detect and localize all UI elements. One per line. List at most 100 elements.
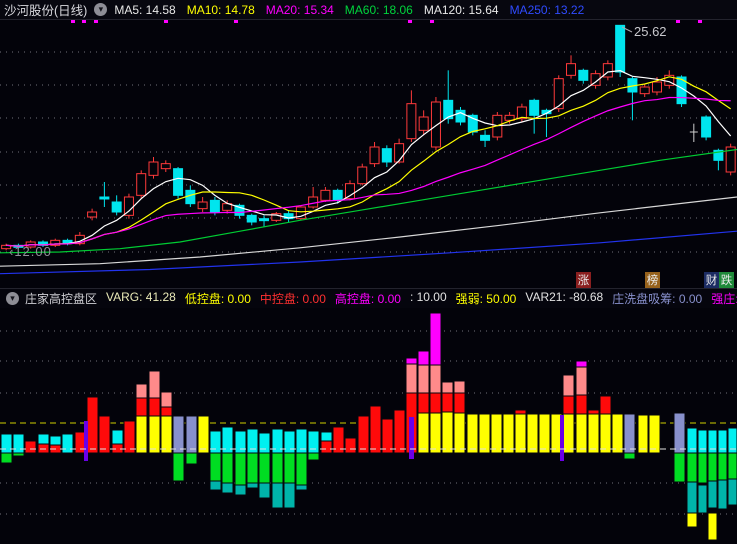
histogram-bar-segment (562, 395, 575, 415)
candle-body (369, 146, 380, 165)
indicator-value-item: 高控盘: 0.00 (334, 292, 401, 306)
histogram-bar-segment (221, 452, 234, 484)
signal-dot (430, 19, 434, 23)
histogram-bar-segment (135, 397, 148, 417)
histogram-bar-segment (344, 437, 357, 454)
histogram-bar-segment (135, 383, 148, 399)
signal-dot (408, 19, 412, 23)
signal-dot (71, 19, 75, 23)
histogram-bar-segment (221, 482, 234, 494)
candle-body (160, 163, 171, 170)
histogram-bar-segment (369, 405, 382, 454)
histogram-bar-segment (12, 452, 25, 457)
histogram-bar-segment (405, 363, 418, 394)
panel-divider (0, 288, 737, 289)
indicator-values: VARG: 41.28 低控盘: 0.00 中控盘: 0.00 高控盘: 0.00: … (106, 290, 737, 307)
chevron-down-icon[interactable]: ▾ (94, 3, 108, 16)
histogram-bar-segment (160, 415, 173, 454)
candle-body (234, 204, 245, 216)
indicator-title: 庄家高控盘区 (25, 292, 98, 306)
histogram-bar-segment (0, 433, 13, 454)
ma-line-ma120 (0, 196, 737, 267)
marquee-badge[interactable]: 榜 (645, 272, 660, 288)
candle-body (566, 63, 577, 76)
histogram-bar-segment (623, 452, 636, 460)
histogram-bar-segment (209, 480, 222, 491)
histogram-bar-segment (453, 412, 466, 454)
candle-body (357, 166, 368, 185)
histogram-bar-segment (234, 452, 247, 486)
histogram-bar-segment (673, 412, 686, 454)
candle-body (332, 189, 343, 201)
histogram-bar-segment (405, 357, 418, 365)
histogram-bar-segment (707, 512, 718, 541)
histogram-bar-segment (172, 452, 185, 482)
candle-body (516, 106, 527, 120)
histogram-bar-segment (332, 426, 345, 454)
candle-body (590, 73, 601, 86)
histogram-bar-segment (283, 430, 296, 454)
candle-body (295, 206, 306, 220)
candle-body (308, 196, 319, 208)
ma-line-ma20 (6, 96, 731, 247)
peak-price-label: 25.62 (634, 24, 667, 39)
candle-body (602, 63, 613, 78)
histogram-bar-segment (12, 433, 25, 454)
marquee-badge[interactable]: 财 (704, 272, 719, 288)
histogram-bar-segment (623, 413, 636, 454)
histogram-bar-segment (98, 415, 111, 454)
candle-body (344, 183, 355, 200)
histogram-bar-segment (707, 452, 718, 482)
histogram-bar-segment (381, 418, 394, 454)
ma-legend-item: MA20: 15.34 (265, 2, 334, 17)
histogram-bar-segment (148, 415, 161, 454)
histogram-bar-segment (697, 429, 708, 454)
candle-body (136, 173, 147, 196)
histogram-bar-segment (209, 452, 222, 482)
candle-body (87, 211, 98, 218)
histogram-bar-segment (37, 433, 50, 445)
histogram-bar-segment (562, 374, 575, 397)
indicator-value-item: 强庄: 0.00 (711, 292, 737, 306)
candle-body (639, 86, 650, 95)
histogram-bar-segment (514, 413, 527, 454)
candle-body (394, 143, 405, 163)
peak-pointer-line (621, 26, 633, 33)
histogram-bar-segment (258, 452, 271, 484)
histogram-bar-segment (417, 412, 430, 454)
histogram-bar-segment (24, 440, 37, 454)
marquee-badge[interactable]: 涨 (576, 272, 591, 288)
histogram-bar-segment (502, 413, 515, 454)
histogram-bar-segment (258, 482, 271, 499)
histogram-bar-segment (490, 413, 503, 454)
histogram-bar-segment (575, 360, 588, 368)
signal-dot (676, 19, 680, 23)
indicator-value-item: 强弱: 50.00 (455, 292, 517, 306)
candle-body (455, 109, 466, 123)
histogram-bar-segment (611, 413, 624, 454)
histogram-bar-segment (258, 432, 271, 454)
candle-body (578, 69, 589, 81)
histogram-bar-segment (135, 415, 148, 454)
signal-dot (234, 19, 238, 23)
signal-dot (164, 19, 168, 23)
ma-line-ma10 (6, 76, 731, 247)
histogram-bar-segment (686, 512, 698, 528)
histogram-bar-segment (295, 452, 308, 486)
indicator-value-item: : 10.00 (409, 290, 447, 304)
histogram-bar-segment (148, 370, 161, 399)
candle-body (209, 199, 220, 213)
histogram-bar-segment (246, 482, 259, 489)
histogram-bar-segment (686, 452, 698, 483)
histogram-bar-segment (648, 414, 661, 454)
chevron-down-icon[interactable]: ▾ (6, 292, 19, 305)
candle-body (553, 78, 564, 110)
histogram-bar-segment (478, 413, 491, 454)
histogram-bar-segment (717, 452, 728, 481)
ma-legend-item: MA250: 13.22 (509, 2, 585, 17)
indicator-value-item: VAR21: -80.68 (525, 290, 604, 304)
histogram-bar-segment (234, 484, 247, 496)
marquee-badge[interactable]: 跌 (719, 272, 734, 288)
histogram-bar-segment (441, 381, 454, 394)
